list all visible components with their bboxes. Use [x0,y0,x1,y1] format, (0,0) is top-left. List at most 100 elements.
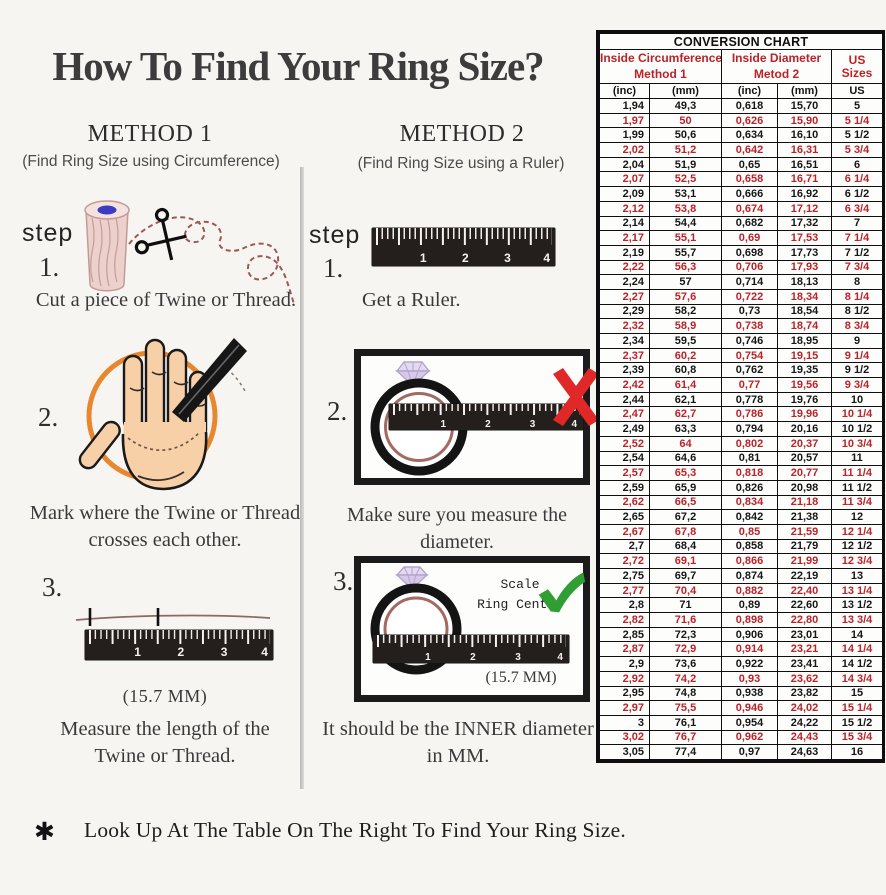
mark-dashed-line [127,431,201,451]
table-cell: 12 [831,509,883,525]
table-cell: 16,31 [777,142,832,158]
table-cell: 59,5 [649,333,722,349]
vertical-divider [300,167,304,789]
table-cell: 0,938 [721,685,778,702]
table-cell: 0,746 [721,333,778,349]
ruler-illustration-m2: 1 2 3 4 [372,228,555,266]
table-cell: 9 3/4 [831,377,883,393]
table-cell: 65,3 [649,465,722,481]
table-cell: 57,6 [649,288,722,305]
table-cell: 0,914 [721,641,778,658]
table-cell: 60,2 [649,347,722,364]
red-x-icon [553,368,599,426]
table-cell: 11 3/4 [831,494,883,511]
table-cell: 15,90 [777,112,832,129]
table-cell: 0,85 [721,523,778,540]
table-cell: 52,5 [649,171,722,188]
table-cell: 16,92 [777,186,832,202]
table-cell: 77,4 [649,744,722,760]
table-cell: 69,1 [649,553,722,569]
method2-subtitle: (Find Ring Size using a Ruler) [357,155,565,172]
table-cell: 0,634 [721,127,778,144]
table-cell: 0,962 [721,729,778,746]
table-cell: 0,658 [721,171,778,188]
table-cell: 15 1/4 [831,700,883,716]
ruler-number: 4 [571,419,578,430]
table-cell: 20,16 [777,421,832,437]
green-check-icon [538,572,586,613]
table-cell: 10 1/4 [831,406,883,423]
table-row: 3 76,1 0,954 24,22 15 1/2 [599,714,883,731]
table-cell: 3,02 [599,729,650,746]
table-cell: 0,786 [721,406,778,423]
table-cell: 9 [831,333,883,349]
table-cell: 0,81 [721,450,778,467]
scale-note-line1: Scale [500,577,540,592]
page-title: How To Find Your Ring Size? [52,43,544,89]
table-cell: 2,9 [599,656,650,672]
table-row: 2,24 57 0,714 18,13 8 [599,274,883,290]
table-cell: 0,842 [721,509,778,525]
hand-illustration [78,338,247,491]
table-cell: 0,714 [721,274,778,290]
ruler-number: 3 [220,645,228,659]
table-cell: 2,14 [599,215,650,232]
table-row: 2,57 65,3 0,818 20,77 11 1/4 [599,465,883,481]
table-cell: 8 [831,274,883,290]
table-cell: 2,17 [599,230,650,246]
table-cell: 64 [649,435,722,452]
table-cell: 20,98 [777,479,832,496]
diamond-icon [395,361,431,387]
method1-heading: METHOD 1 [87,121,213,147]
table-cell: 18,95 [777,333,832,349]
ruler-number: 1 [134,645,141,659]
ruler-ticks-medium [393,404,580,415]
table-cell: 74,8 [649,685,722,702]
table-cell: 2,09 [599,186,650,202]
table-cell: 23,01 [777,626,832,643]
table-cell: 2,19 [599,244,650,261]
table-row: 1,99 50,6 0,634 16,10 5 1/2 [599,127,883,144]
table-cell: 1,94 [599,98,650,114]
conversion-chart-table: CONVERSION CHART Inside Circumference Me… [599,33,883,760]
table-cell: 10 [831,391,883,408]
correct-measurement-box: Scale Ring Center 1 2 3 4 (15.7 MM) [354,556,590,702]
table-cell: 22,60 [777,597,832,614]
table-cell: 0,89 [721,597,778,614]
table-cell: 0,954 [721,714,778,731]
table-cell: 60,8 [649,362,722,379]
table-cell: 10 3/4 [831,435,883,452]
method2-step3-text: It should be the INNER diameter in MM. [322,718,594,767]
method1-step3-text: Measure the length of the Twine or Threa… [60,718,270,767]
table-row: 2,97 75,5 0,946 24,02 15 1/4 [599,700,883,716]
table-cell: 13 3/4 [831,612,883,628]
table-cell: 2,82 [599,612,650,628]
table-cell: 0,73 [721,303,778,320]
table-cell: 73,6 [649,656,722,672]
table-cell: 18,13 [777,274,832,290]
table-cell: 63,3 [649,421,722,437]
table-cell: 23,41 [777,656,832,672]
table-cell: 18,34 [777,288,832,305]
table-cell: 24,02 [777,700,832,716]
ruler-number: 3 [504,251,511,265]
table-cell: 0,618 [721,98,778,114]
table-cell: 8 1/4 [831,288,883,305]
table-cell: 0,762 [721,362,778,379]
asterisk-icon: ✱ [34,817,55,846]
ruler-number: 2 [485,419,491,430]
table-cell: 19,96 [777,406,832,423]
table-row: 2,95 74,8 0,938 23,82 15 [599,685,883,702]
method2-step2-number: 2. [327,396,348,426]
table-cell: 15 [831,685,883,702]
table-cell: 0,754 [721,347,778,364]
column-header: (inc) [721,83,778,99]
table-cell: 53,8 [649,200,722,217]
scissors-icon [134,207,187,261]
table-row: 2,47 62,7 0,786 19,96 10 1/4 [599,406,883,423]
table-cell: 2,27 [599,288,650,305]
table-cell: 72,3 [649,626,722,643]
ruler-illustration-wrong: 1 2 3 4 [389,404,583,430]
table-cell: 23,62 [777,670,832,687]
table-row: 2,02 51,2 0,642 16,31 5 3/4 [599,142,883,158]
